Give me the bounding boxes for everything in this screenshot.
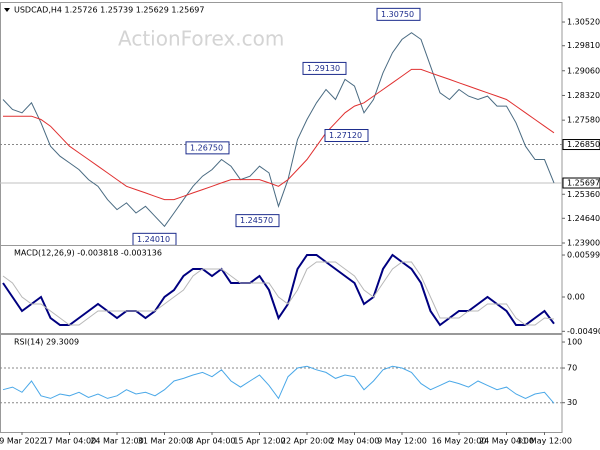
series-line (2, 253, 555, 327)
annotation-label: 1.29130 (307, 64, 340, 73)
x-tick-label: 2 May 04:00 (330, 437, 380, 446)
annotation-label: 1.27120 (329, 131, 362, 140)
y-tick-label: 0.005996 (567, 251, 600, 260)
y-tick-label: 100 (567, 338, 582, 347)
x-tick-label: 31 May 12:00 (517, 437, 572, 446)
y-tick-label: 1.25360 (567, 190, 600, 199)
series-line (2, 32, 555, 228)
y-tick-label: 1.29810 (567, 41, 600, 50)
annotation-box (302, 61, 347, 75)
y-tick-label: 1.24640 (567, 214, 600, 223)
level-box (562, 139, 600, 151)
y-tick-label: 1.23900 (567, 238, 600, 247)
y-tick-label: 1.28320 (567, 91, 600, 100)
x-tick-label: 31 Mar 20:00 (138, 437, 191, 446)
x-tick-label: 16 May 20:00 (432, 437, 487, 446)
annotation-box (185, 141, 230, 155)
annotation-label: 1.24570 (240, 216, 273, 225)
x-tick-label: 22 Apr 20:00 (281, 437, 333, 446)
level-label: 1.26850 (567, 140, 600, 149)
series-line (2, 261, 555, 326)
x-tick-label: 24 Mar 12:00 (90, 437, 143, 446)
panel-frame (0, 334, 563, 433)
title-arrow (4, 8, 10, 12)
series-line (2, 365, 555, 404)
y-tick-label: 70 (567, 364, 577, 373)
panel-title: RSI(14) 29.3009 (14, 338, 79, 347)
annotation-label: 1.24010 (137, 235, 170, 244)
x-tick-label: 9 May 12:00 (377, 437, 427, 446)
panel-title: USDCAD,H4 1.25726 1.25739 1.25629 1.2569… (14, 6, 204, 15)
series-line (3, 68, 555, 201)
x-tick-label: 24 May 04:00 (479, 437, 534, 446)
y-tick-label: 1.29060 (567, 66, 600, 75)
y-tick-label: -0.004901 (567, 327, 600, 336)
annotation-box (376, 7, 421, 21)
watermark: ActionForex.com (118, 27, 284, 51)
last-price-box (562, 177, 600, 189)
y-tick-label: 1.27580 (567, 116, 600, 125)
panel-frame (0, 245, 563, 334)
panel-title: MACD(12,26,9) -0.003818 -0.003136 (14, 249, 162, 258)
x-tick-label: 9 Mar 2022 (0, 437, 45, 446)
x-tick-label: 17 Mar 04:00 (43, 437, 96, 446)
y-tick-label: 30 (567, 398, 577, 407)
x-tick-label: 8 Apr 04:00 (188, 437, 235, 446)
annotation-label: 1.26750 (190, 143, 223, 152)
annotation-label: 1.30750 (381, 10, 414, 19)
y-tick-label: 0.00 (567, 293, 585, 302)
last-price-label: 1.25697 (567, 179, 600, 188)
annotation-box (235, 214, 280, 228)
x-tick-label: 15 Apr 12:00 (233, 437, 285, 446)
annotation-box (324, 129, 369, 143)
y-tick-label: 1.30520 (567, 18, 600, 27)
